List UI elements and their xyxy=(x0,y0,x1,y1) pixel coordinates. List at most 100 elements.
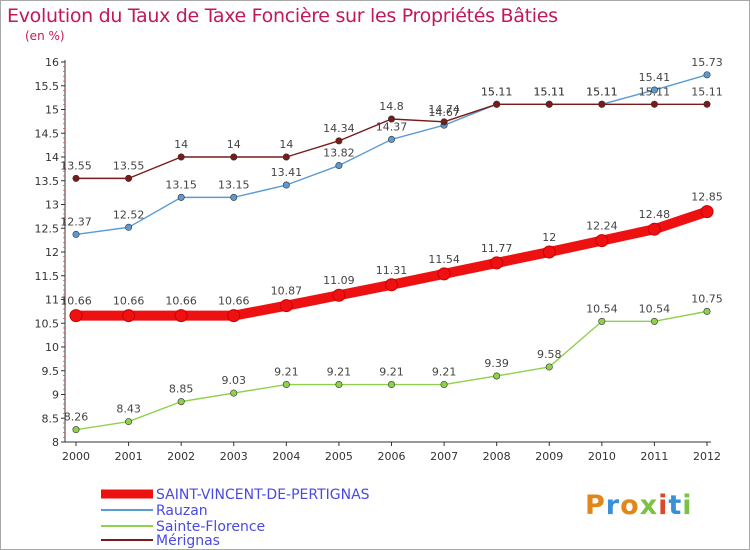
data-label: 11.31 xyxy=(376,264,408,277)
data-label: 13.15 xyxy=(165,178,197,191)
y-tick-label: 9.5 xyxy=(42,365,60,378)
legend-label: Rauzan xyxy=(156,503,208,519)
x-tick-label: 2009 xyxy=(535,450,563,463)
data-label: 13.41 xyxy=(271,166,303,179)
data-label: 8.43 xyxy=(116,403,141,416)
data-point xyxy=(598,100,606,108)
data-point xyxy=(440,381,448,389)
data-point xyxy=(490,256,504,270)
data-point xyxy=(650,317,658,325)
data-point xyxy=(177,153,185,161)
data-label: 12 xyxy=(542,231,556,244)
data-point xyxy=(122,309,136,323)
x-tick-label: 2011 xyxy=(640,450,668,463)
data-point xyxy=(177,398,185,406)
data-point xyxy=(335,381,343,389)
data-point xyxy=(545,100,553,108)
data-label: 10.66 xyxy=(60,295,92,308)
y-tick-label: 9 xyxy=(52,389,59,402)
y-tick-label: 8 xyxy=(52,436,59,449)
data-point xyxy=(703,71,711,79)
data-label: 14 xyxy=(227,138,241,151)
data-label: 13.82 xyxy=(323,147,355,160)
data-point xyxy=(72,230,80,238)
data-label: 13.55 xyxy=(113,159,145,172)
data-label: 10.87 xyxy=(271,285,303,298)
data-point xyxy=(177,193,185,201)
data-point xyxy=(385,278,398,292)
y-tick-label: 15.5 xyxy=(35,80,60,93)
data-label: 13.55 xyxy=(60,159,92,172)
data-point xyxy=(282,381,290,389)
logo-letter: i xyxy=(658,490,669,521)
data-label: 13.15 xyxy=(218,178,250,191)
data-point xyxy=(332,288,346,302)
data-label: 11.54 xyxy=(428,253,460,266)
data-label: 15.11 xyxy=(534,85,566,98)
data-label: 9.21 xyxy=(432,366,457,379)
data-point xyxy=(387,381,395,389)
data-label: 15.11 xyxy=(586,85,618,98)
data-point xyxy=(230,389,238,397)
data-point xyxy=(387,115,395,123)
data-label: 9.21 xyxy=(379,366,404,379)
y-tick-label: 11 xyxy=(45,294,59,307)
logo-letter: r xyxy=(605,490,621,521)
data-label: 14.67 xyxy=(428,106,460,119)
y-tick-label: 14.5 xyxy=(35,127,60,140)
y-tick-label: 12.5 xyxy=(35,222,60,235)
data-point xyxy=(650,100,658,108)
data-point xyxy=(125,418,133,426)
chart-unit-subtitle: (en %) xyxy=(25,29,65,43)
data-label: 15.11 xyxy=(534,85,566,98)
data-point xyxy=(542,245,556,259)
data-label: 8.85 xyxy=(169,383,194,396)
y-tick-label: 14 xyxy=(45,151,59,164)
data-label: 15.11 xyxy=(586,85,618,98)
series-line xyxy=(75,74,708,236)
data-label: 14 xyxy=(174,138,188,151)
data-label: 15.11 xyxy=(481,85,513,98)
x-tick-label: 2008 xyxy=(483,450,511,463)
data-point xyxy=(440,118,448,126)
data-point xyxy=(650,86,658,94)
data-label: 10.66 xyxy=(165,295,197,308)
legend-label: Mérignas xyxy=(156,533,220,549)
logo-letter: t xyxy=(668,490,683,521)
data-label: 11.09 xyxy=(323,274,355,287)
data-label: 10.54 xyxy=(586,302,618,315)
data-point xyxy=(335,137,343,145)
data-point xyxy=(69,309,83,323)
y-tick-label: 10 xyxy=(45,341,59,354)
data-label: 11.77 xyxy=(481,242,513,255)
data-label: 15.11 xyxy=(691,85,723,98)
y-tick-label: 13 xyxy=(45,199,59,212)
data-point xyxy=(647,222,661,236)
data-point xyxy=(493,100,501,108)
data-label: 9.21 xyxy=(274,366,299,379)
y-tick-label: 11.5 xyxy=(35,270,60,283)
data-point xyxy=(72,426,80,434)
x-tick-label: 2001 xyxy=(115,450,143,463)
data-point xyxy=(230,193,238,201)
data-label: 10.75 xyxy=(691,292,723,305)
x-tick-label: 2002 xyxy=(167,450,195,463)
data-label: 9.58 xyxy=(537,348,562,361)
data-label: 14.34 xyxy=(323,122,355,135)
chart-title: Evolution du Taux de Taxe Foncière sur l… xyxy=(7,5,558,27)
proxiti-logo: Proxiti xyxy=(585,490,693,521)
logo-letter: x xyxy=(639,490,659,521)
data-point xyxy=(174,309,188,323)
data-label: 12.37 xyxy=(60,215,92,228)
y-tick-label: 10.5 xyxy=(35,317,60,330)
data-point xyxy=(703,100,711,108)
data-label: 10.66 xyxy=(113,295,145,308)
data-label: 14.74 xyxy=(428,103,460,116)
y-tick-label: 12 xyxy=(45,246,59,259)
data-label: 12.85 xyxy=(691,191,723,204)
data-point xyxy=(72,174,80,182)
data-point xyxy=(703,307,711,315)
data-point xyxy=(595,234,609,248)
